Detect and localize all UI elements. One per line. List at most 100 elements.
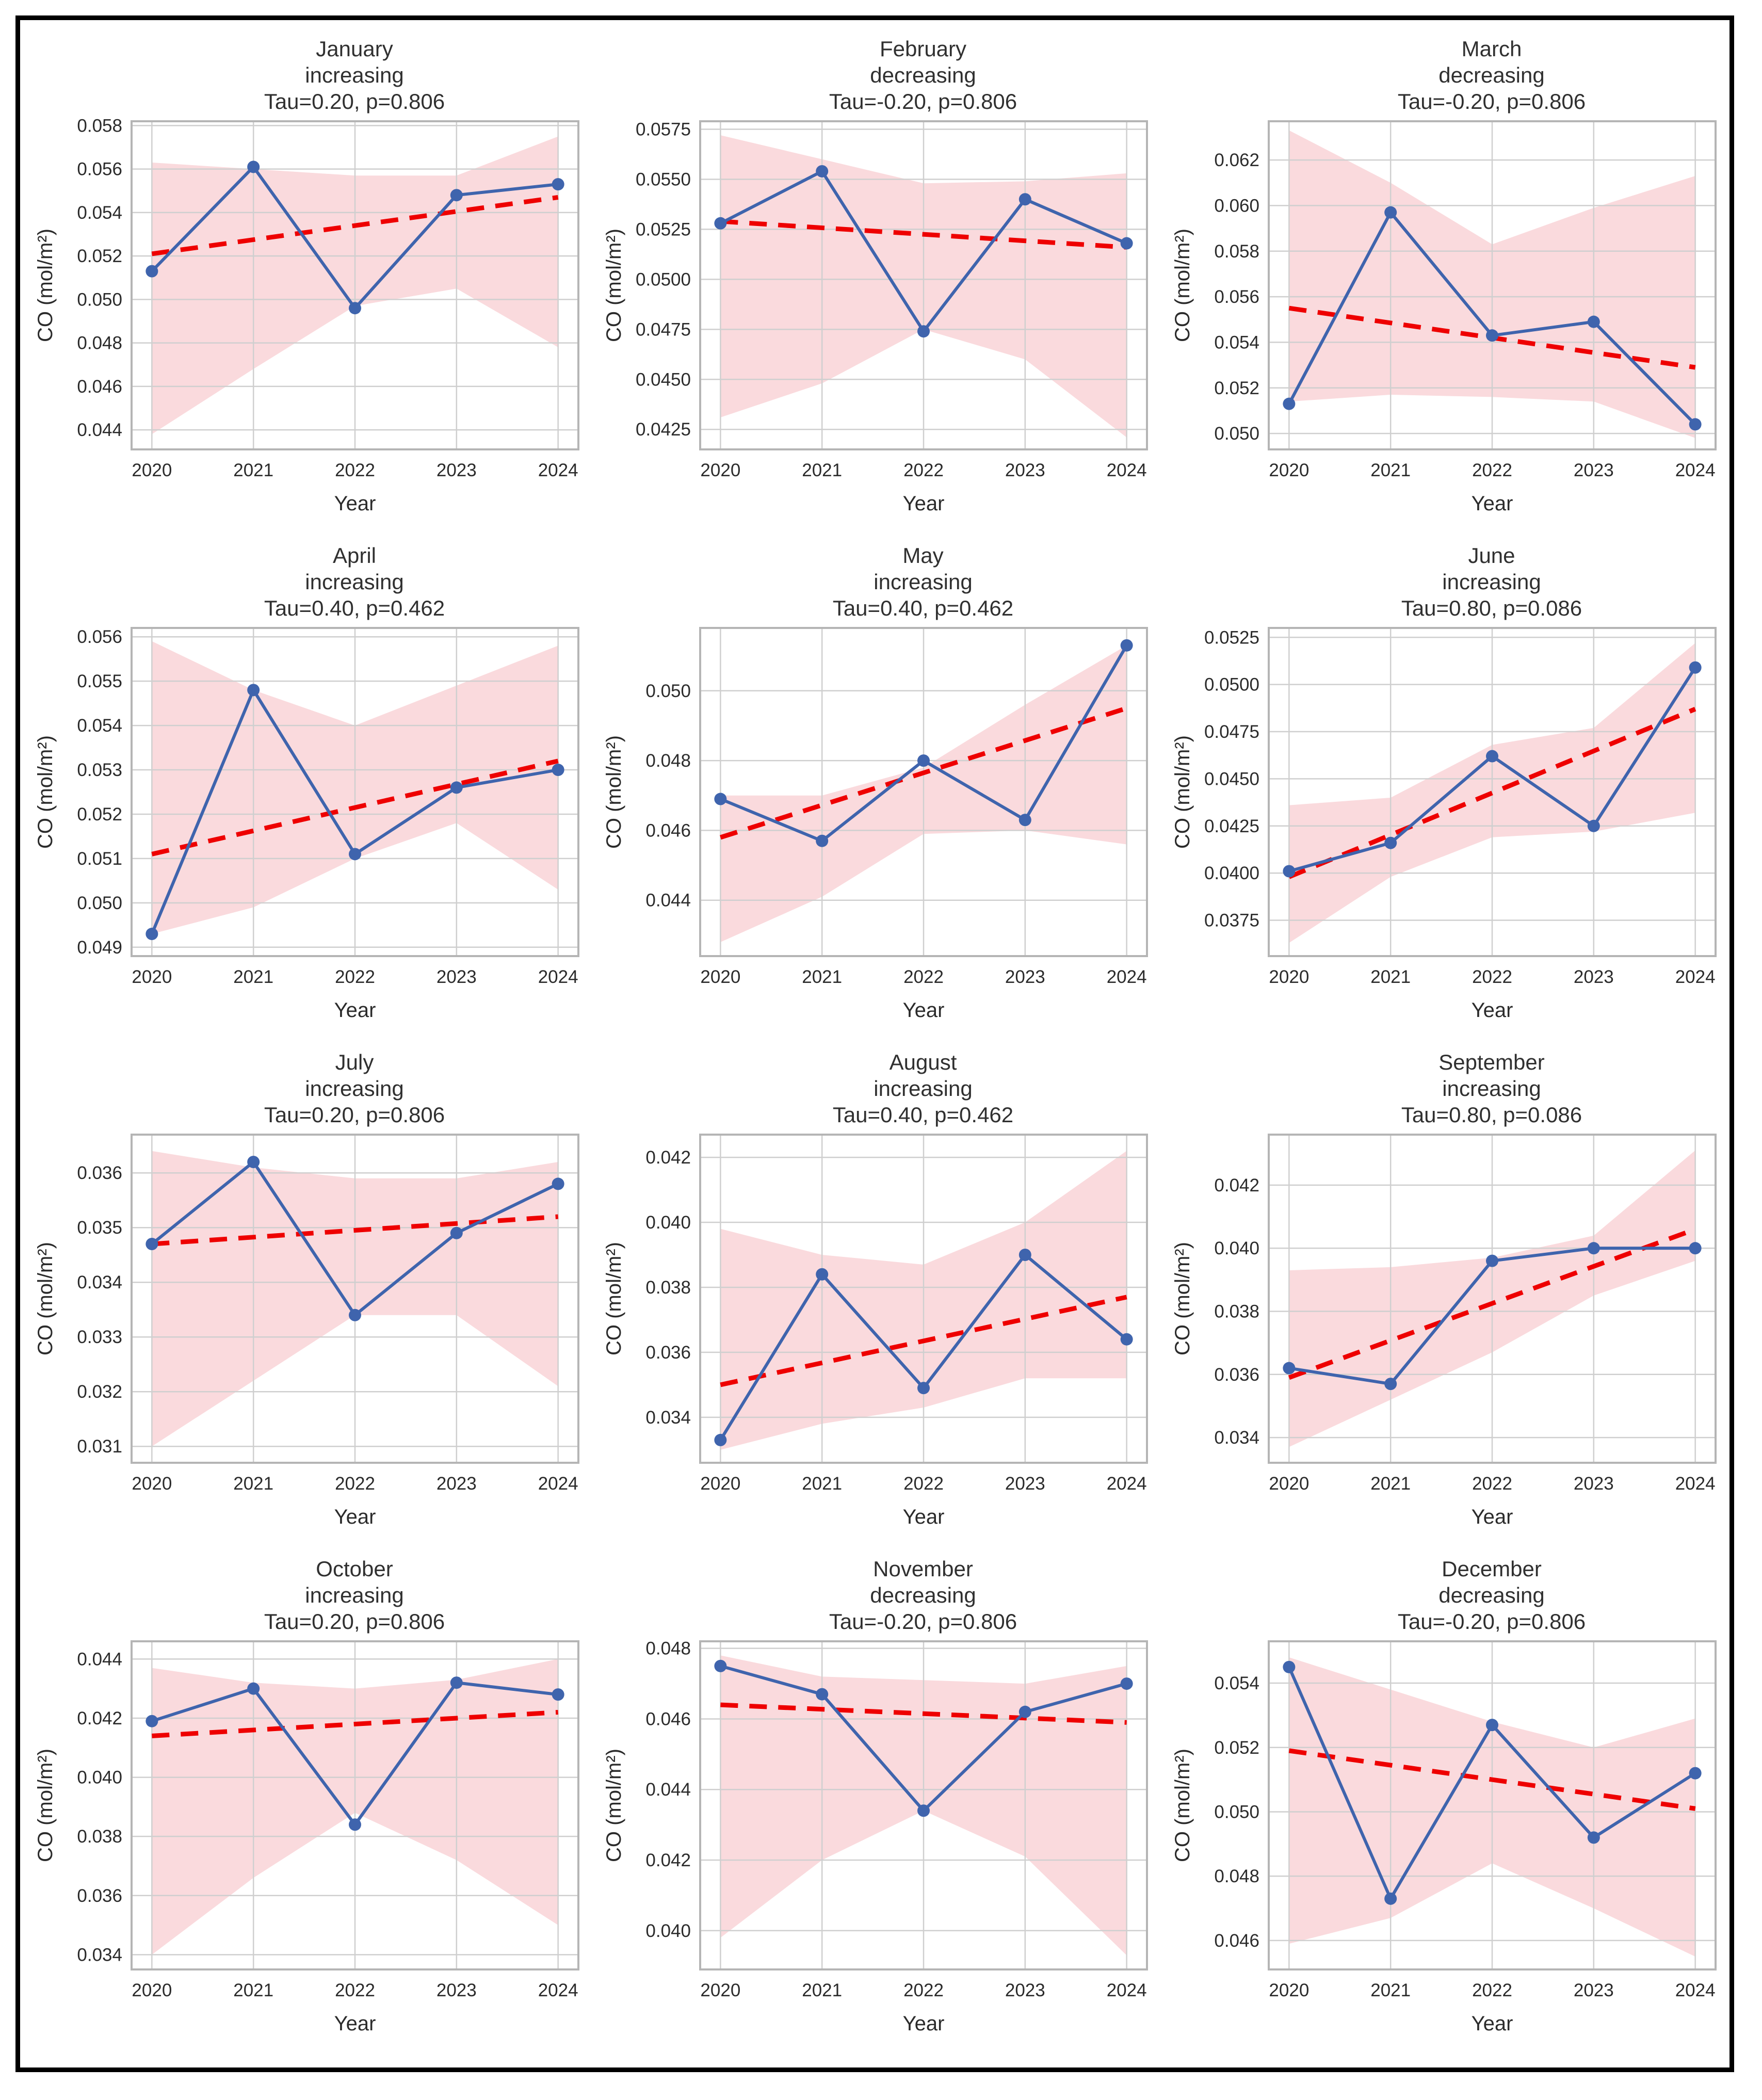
y-axis-label: CO (mol/m²) bbox=[1171, 1749, 1194, 1862]
data-point bbox=[1283, 1362, 1296, 1375]
x-tick-label: 2020 bbox=[700, 460, 740, 480]
x-tick-label: 2024 bbox=[538, 460, 578, 480]
trend-line bbox=[720, 219, 1127, 250]
trend-line bbox=[1288, 1226, 1696, 1380]
y-tick-label: 0.050 bbox=[645, 681, 691, 701]
y-tick-label: 0.048 bbox=[1214, 1866, 1259, 1886]
x-tick-label: 2020 bbox=[700, 1474, 740, 1494]
data-point bbox=[450, 188, 463, 201]
y-tick-label: 0.034 bbox=[77, 1272, 122, 1293]
trend-line bbox=[1288, 1748, 1696, 1811]
chart-september: September increasing Tau=0.80, p=0.086 0… bbox=[1168, 1047, 1725, 1552]
figure-border: January increasing Tau=0.20, p=0.806 0.0… bbox=[15, 15, 1734, 2072]
data-point bbox=[349, 1818, 361, 1831]
chart-title-trend: decreasing bbox=[870, 1583, 976, 1608]
trend-line bbox=[151, 195, 559, 256]
data-point bbox=[1486, 1718, 1498, 1731]
data-point bbox=[1120, 237, 1133, 250]
y-axis-label: CO (mol/m²) bbox=[603, 1749, 625, 1862]
x-tick-label: 2021 bbox=[233, 1980, 273, 2000]
chart-title-stats: Tau=0.20, p=0.806 bbox=[264, 1103, 445, 1127]
y-tick-label: 0.048 bbox=[645, 751, 691, 771]
y-tick-label: 0.040 bbox=[645, 1920, 691, 1941]
chart-title-trend: increasing bbox=[1442, 1076, 1541, 1101]
x-tick-label: 2022 bbox=[1472, 460, 1512, 480]
data-point bbox=[247, 1682, 260, 1695]
y-axis-label: CO (mol/m²) bbox=[34, 735, 57, 849]
chart-title-trend: increasing bbox=[305, 63, 404, 88]
x-tick-label: 2022 bbox=[903, 460, 944, 480]
chart-title-month: July bbox=[335, 1050, 374, 1074]
x-tick-label: 2020 bbox=[1269, 460, 1309, 480]
chart-august: August increasing Tau=0.40, p=0.462 0.03… bbox=[599, 1047, 1156, 1552]
y-tick-label: 0.034 bbox=[1214, 1428, 1259, 1448]
chart-title: September increasing Tau=0.80, p=0.086 bbox=[1168, 1049, 1725, 1128]
y-tick-label: 0.050 bbox=[77, 289, 122, 310]
x-tick-label: 2021 bbox=[1370, 1474, 1411, 1494]
y-tick-label: 0.056 bbox=[77, 159, 122, 179]
data-point bbox=[1384, 836, 1397, 849]
data-point bbox=[146, 1715, 158, 1727]
trend-line bbox=[720, 1295, 1127, 1387]
data-point bbox=[714, 1433, 727, 1446]
chart-title-stats: Tau=0.40, p=0.462 bbox=[832, 1103, 1014, 1127]
y-tick-label: 0.048 bbox=[77, 333, 122, 353]
x-tick-label: 2020 bbox=[1269, 1980, 1309, 2000]
y-tick-label: 0.0550 bbox=[636, 169, 691, 189]
x-tick-label: 2021 bbox=[1370, 1980, 1411, 2000]
x-axis-label: Year bbox=[1472, 492, 1513, 515]
y-tick-label: 0.054 bbox=[77, 716, 122, 736]
x-axis-label: Year bbox=[334, 1506, 376, 1528]
chart-title: July increasing Tau=0.20, p=0.806 bbox=[30, 1049, 588, 1128]
y-tick-label: 0.055 bbox=[77, 671, 122, 691]
x-tick-label: 2021 bbox=[1370, 460, 1411, 480]
y-tick-label: 0.054 bbox=[1214, 1673, 1259, 1693]
x-tick-label: 2021 bbox=[802, 1474, 842, 1494]
chart-title-month: January bbox=[316, 37, 393, 61]
data-point bbox=[816, 834, 829, 847]
data-point bbox=[146, 265, 158, 278]
data-point bbox=[816, 1688, 829, 1701]
x-axis-label: Year bbox=[903, 999, 945, 1022]
y-tick-label: 0.036 bbox=[77, 1885, 122, 1905]
data-point bbox=[1486, 329, 1498, 342]
data-point bbox=[1587, 1241, 1600, 1254]
y-tick-label: 0.046 bbox=[77, 377, 122, 397]
data-point bbox=[1120, 639, 1133, 652]
y-tick-label: 0.042 bbox=[1214, 1175, 1259, 1196]
x-tick-label: 2022 bbox=[335, 1980, 375, 2000]
chart-title-month: June bbox=[1468, 543, 1515, 568]
x-tick-label: 2024 bbox=[1675, 1980, 1716, 2000]
y-tick-label: 0.0475 bbox=[1204, 722, 1259, 742]
chart-november: November decreasing Tau=-0.20, p=0.806 0… bbox=[599, 1554, 1156, 2058]
data-point bbox=[714, 1659, 727, 1672]
chart-may: May increasing Tau=0.40, p=0.462 0.044 0.… bbox=[599, 540, 1156, 1045]
chart-title-stats: Tau=0.40, p=0.462 bbox=[832, 596, 1014, 621]
y-tick-label: 0.036 bbox=[645, 1343, 691, 1363]
plot-area: 0.034 0.036 0.038 0.040 0.042 0.044 2020 2021 20… bbox=[34, 1640, 579, 2035]
y-tick-label: 0.0375 bbox=[1204, 910, 1259, 930]
data-point bbox=[714, 793, 727, 805]
chart-title-stats: Tau=0.80, p=0.086 bbox=[1401, 596, 1582, 621]
y-tick-label: 0.032 bbox=[77, 1382, 122, 1402]
y-tick-label: 0.054 bbox=[77, 203, 122, 223]
x-tick-label: 2024 bbox=[1675, 967, 1716, 987]
data-point bbox=[1019, 1248, 1031, 1261]
y-tick-label: 0.040 bbox=[645, 1213, 691, 1233]
y-tick-label: 0.050 bbox=[1214, 424, 1259, 444]
y-tick-label: 0.044 bbox=[645, 890, 691, 910]
y-tick-label: 0.0425 bbox=[636, 419, 691, 440]
x-tick-label: 2024 bbox=[538, 1980, 578, 2000]
x-tick-label: 2022 bbox=[903, 1980, 944, 2000]
y-tick-label: 0.062 bbox=[1214, 150, 1259, 170]
chart-february: February decreasing Tau=-0.20, p=0.806 0… bbox=[599, 34, 1156, 538]
chart-title-trend: increasing bbox=[305, 1583, 404, 1608]
plot-area: 0.0425 0.0450 0.0475 0.0500 0.0525 0.0550 0.05… bbox=[603, 119, 1148, 515]
y-tick-label: 0.033 bbox=[77, 1327, 122, 1347]
y-tick-label: 0.054 bbox=[1214, 332, 1259, 352]
y-tick-label: 0.035 bbox=[77, 1218, 122, 1238]
chart-title: April increasing Tau=0.40, p=0.462 bbox=[30, 542, 588, 622]
y-tick-label: 0.0525 bbox=[636, 219, 691, 239]
y-tick-label: 0.051 bbox=[77, 849, 122, 869]
y-axis-label: CO (mol/m²) bbox=[1171, 1242, 1194, 1355]
